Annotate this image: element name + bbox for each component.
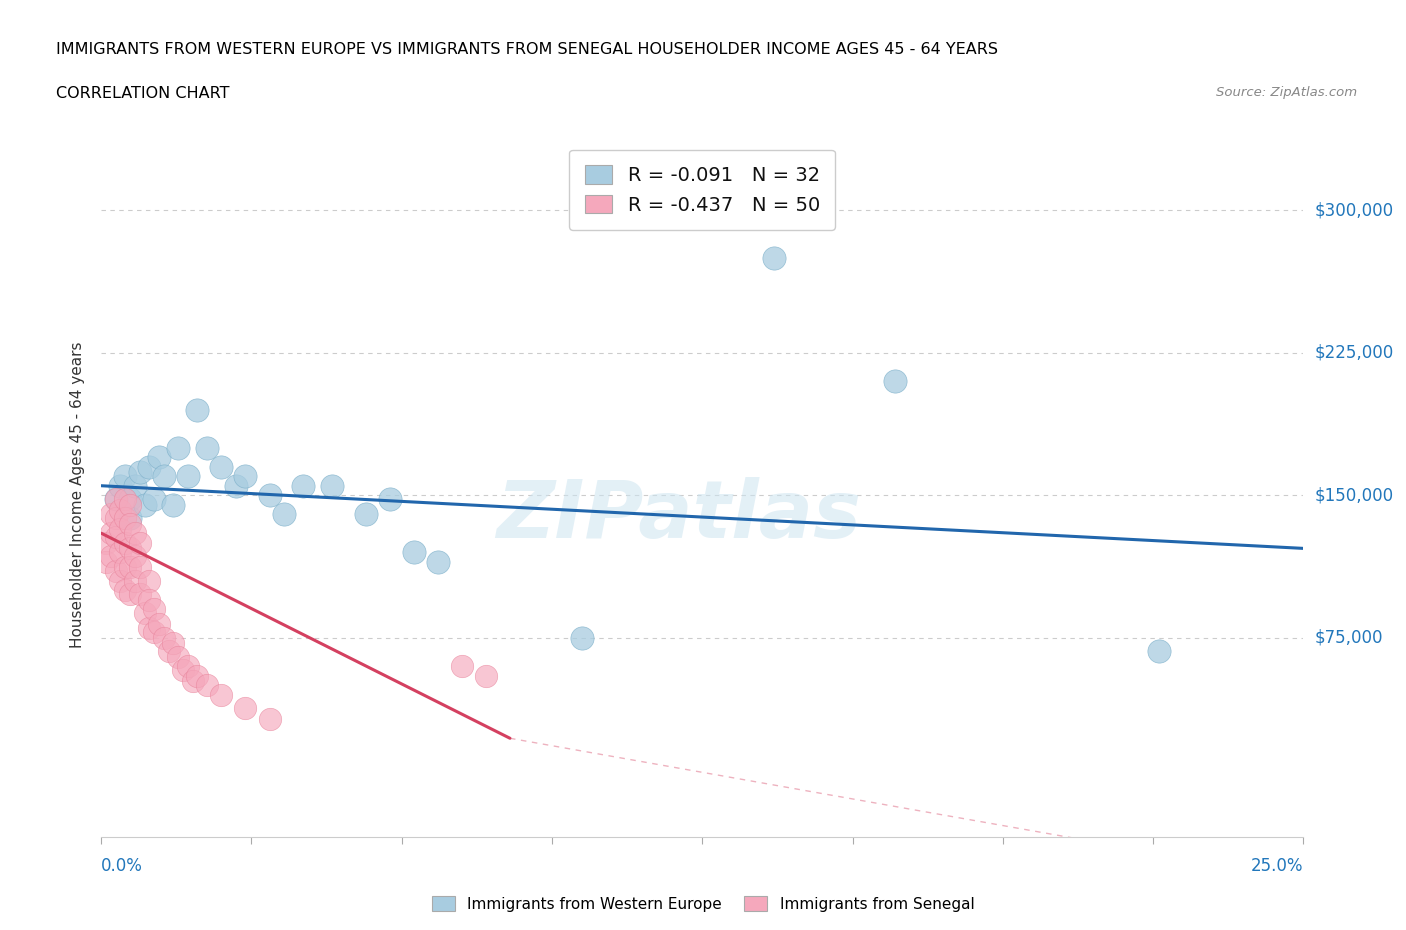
Point [128, 587, 150, 602]
Text: 0.0%: 0.0% [101, 857, 143, 875]
Point [195, 440, 218, 455]
Point [450, 658, 472, 673]
Point [138, 459, 160, 474]
Point [100, 507, 122, 522]
Point [211, 687, 233, 702]
Point [378, 492, 401, 507]
Text: $150,000: $150,000 [1315, 486, 1393, 504]
Legend: R = -0.091   N = 32, R = -0.437   N = 50: R = -0.091 N = 32, R = -0.437 N = 50 [569, 150, 835, 231]
Point [321, 478, 343, 493]
Point [162, 636, 184, 651]
Point [120, 516, 142, 531]
Text: Source: ZipAtlas.com: Source: ZipAtlas.com [1216, 86, 1357, 99]
Point [120, 498, 142, 512]
Point [120, 587, 142, 602]
Point [128, 536, 150, 551]
Point [128, 465, 150, 480]
Point [94, 554, 117, 569]
Point [167, 649, 190, 664]
Point [143, 492, 166, 507]
Text: CORRELATION CHART: CORRELATION CHART [56, 86, 229, 100]
Point [124, 478, 146, 493]
Point [114, 583, 136, 598]
Point [114, 469, 136, 484]
Legend: Immigrants from Western Europe, Immigrants from Senegal: Immigrants from Western Europe, Immigran… [426, 890, 980, 918]
Point [426, 554, 449, 569]
Point [152, 469, 174, 484]
Point [177, 469, 200, 484]
Point [120, 541, 142, 556]
Point [120, 560, 142, 575]
Point [94, 536, 117, 551]
Point [152, 631, 174, 645]
Point [114, 560, 136, 575]
Point [475, 668, 498, 683]
Point [100, 549, 122, 564]
Point [114, 511, 136, 525]
Point [402, 545, 425, 560]
Point [134, 498, 156, 512]
Point [162, 498, 184, 512]
Point [148, 617, 170, 631]
Point [143, 602, 166, 617]
Point [110, 503, 132, 518]
Point [172, 662, 194, 677]
Point [110, 545, 132, 560]
Point [114, 492, 136, 507]
Point [138, 573, 160, 588]
Point [571, 631, 593, 645]
Point [259, 711, 281, 726]
Point [225, 478, 247, 493]
Point [177, 658, 200, 673]
Point [883, 374, 905, 389]
Point [104, 564, 127, 578]
Y-axis label: Householder Income Ages 45 - 64 years: Householder Income Ages 45 - 64 years [70, 342, 86, 648]
Point [763, 250, 786, 265]
Point [235, 700, 257, 715]
Point [259, 487, 281, 502]
Point [124, 549, 146, 564]
Point [110, 522, 132, 537]
Point [114, 536, 136, 551]
Point [104, 492, 127, 507]
Point [181, 674, 204, 689]
Point [124, 525, 146, 540]
Text: 25.0%: 25.0% [1251, 857, 1303, 875]
Point [110, 573, 132, 588]
Point [110, 478, 132, 493]
Text: $75,000: $75,000 [1315, 629, 1384, 646]
Point [148, 450, 170, 465]
Text: ZIPatlas: ZIPatlas [496, 477, 860, 554]
Point [128, 560, 150, 575]
Text: IMMIGRANTS FROM WESTERN EUROPE VS IMMIGRANTS FROM SENEGAL HOUSEHOLDER INCOME AGE: IMMIGRANTS FROM WESTERN EUROPE VS IMMIGR… [56, 42, 998, 57]
Point [104, 492, 127, 507]
Point [1147, 644, 1170, 658]
Point [138, 592, 160, 607]
Point [211, 459, 233, 474]
Point [273, 507, 295, 522]
Point [100, 525, 122, 540]
Point [292, 478, 315, 493]
Point [354, 507, 377, 522]
Point [143, 625, 166, 640]
Point [186, 668, 208, 683]
Point [104, 511, 127, 525]
Point [104, 529, 127, 544]
Point [167, 440, 190, 455]
Text: $225,000: $225,000 [1315, 344, 1393, 362]
Point [134, 605, 156, 620]
Point [186, 403, 208, 418]
Point [120, 511, 142, 525]
Point [124, 573, 146, 588]
Point [195, 678, 218, 693]
Point [120, 492, 142, 507]
Point [157, 644, 180, 658]
Point [235, 469, 257, 484]
Text: $300,000: $300,000 [1315, 202, 1393, 219]
Point [138, 620, 160, 635]
